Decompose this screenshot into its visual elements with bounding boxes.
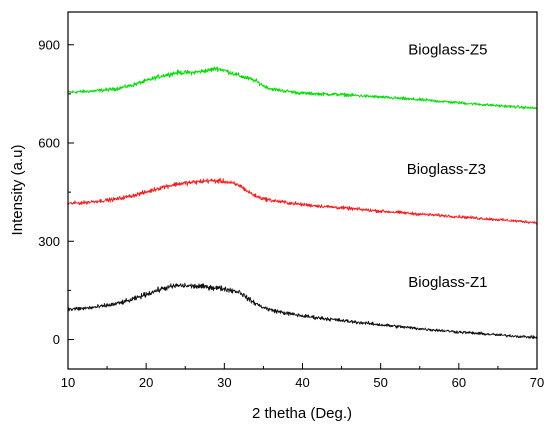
y-tick-label: 900 (38, 37, 60, 52)
x-axis-title: 2 thetha (Deg.) (252, 405, 352, 422)
y-tick-label: 300 (38, 234, 60, 249)
x-tick-label: 60 (452, 375, 466, 390)
ticks-layer: 10 20 30 40 50 60 70 0 300 600 900 (38, 37, 544, 390)
series-labels: Bioglass-Z5 Bioglass-Z3 Bioglass-Z1 (407, 42, 488, 292)
y-tick-label: 0 (53, 332, 60, 347)
x-tick-label: 10 (61, 375, 75, 390)
series-label-bioglass-z1: Bioglass-Z1 (408, 274, 487, 291)
x-tick-label: 50 (373, 375, 387, 390)
series-label-bioglass-z3: Bioglass-Z3 (407, 161, 486, 178)
series-label-bioglass-z5: Bioglass-Z5 (408, 42, 487, 59)
y-axis-title: Intensity (a.u) (9, 145, 26, 236)
y-tick-label: 600 (38, 136, 60, 151)
x-tick-label: 20 (139, 375, 153, 390)
x-tick-label: 40 (295, 375, 309, 390)
series-line-bioglass-z5 (67, 66, 538, 110)
series-line-bioglass-z1 (67, 282, 538, 340)
series-layer (67, 66, 538, 340)
x-tick-label: 70 (530, 375, 544, 390)
x-tick-label: 30 (217, 375, 231, 390)
series-line-bioglass-z3 (67, 177, 538, 225)
